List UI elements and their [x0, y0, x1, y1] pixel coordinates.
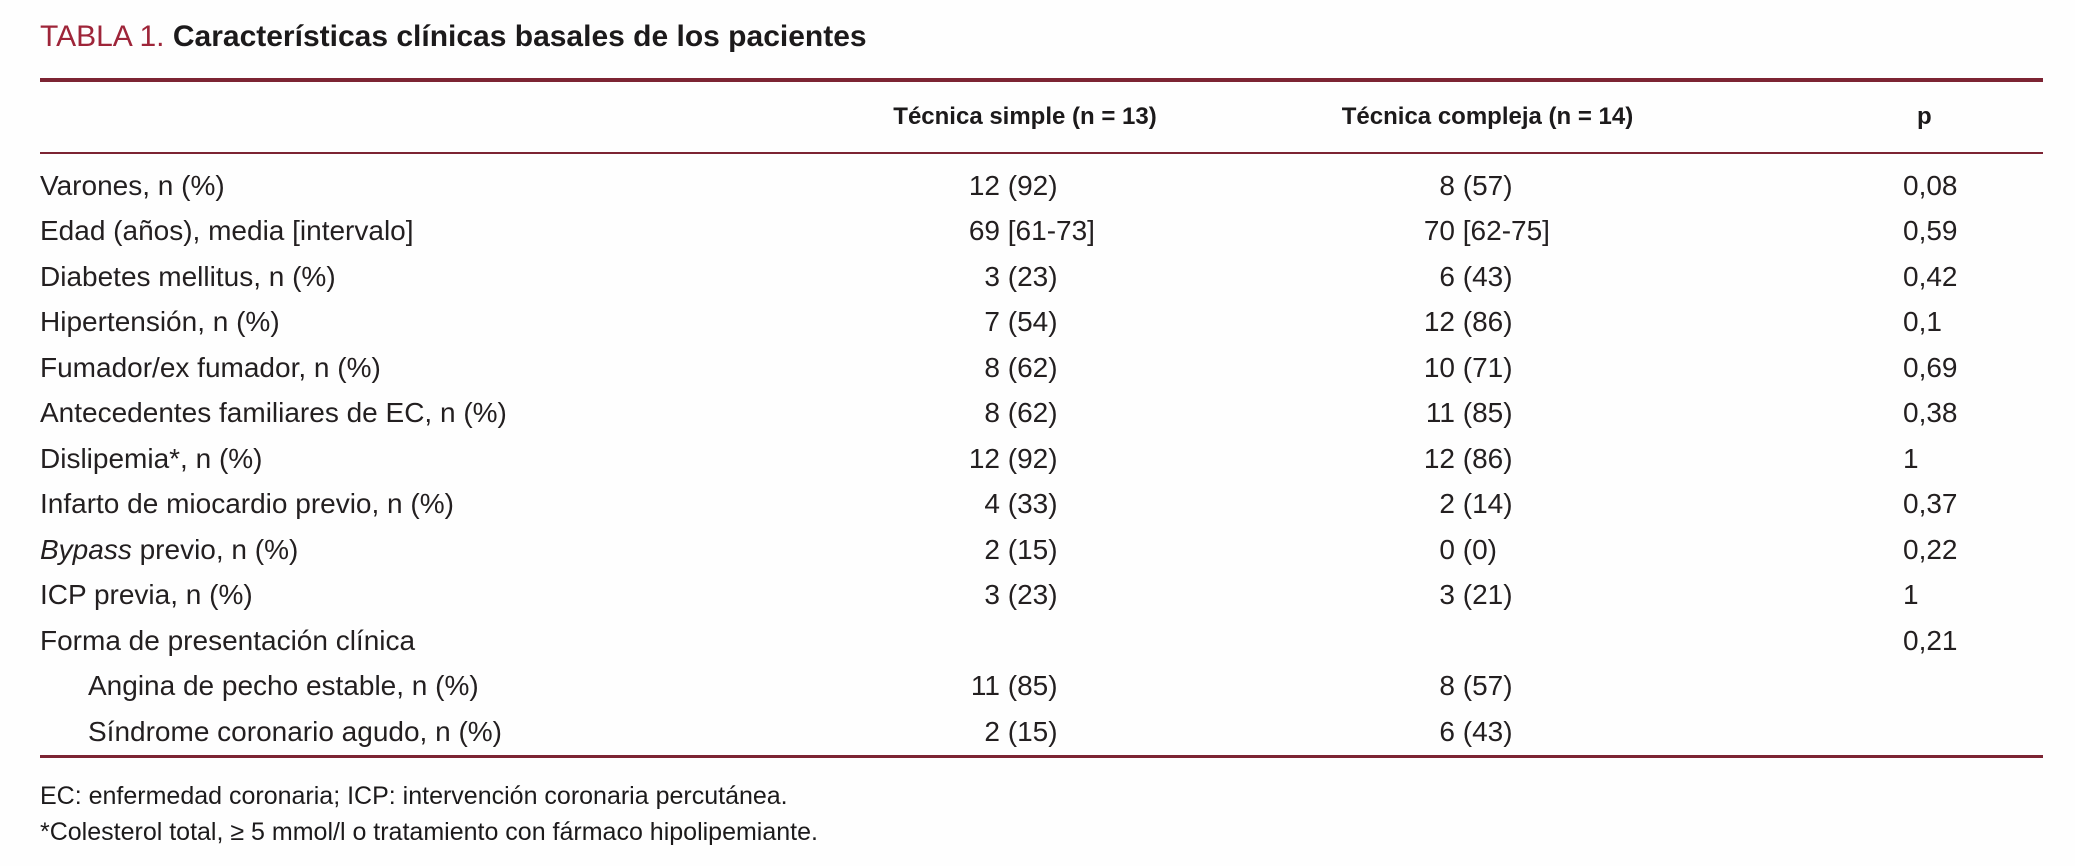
table-row: Dislipemia*, n (%) 12 (92) 12 (86) 1: [40, 436, 2043, 482]
table-title-text: Características clínicas basales de los …: [172, 20, 867, 53]
table-row: Síndrome coronario agudo, n (%) 2 (15) 6 (…: [40, 709, 2043, 756]
cell-tecnica-simple: 3 (23): [984, 260, 1058, 292]
table-header: Técnica simple (n = 13) Técnica compleja…: [40, 82, 2043, 154]
row-label: Varones, n (%): [40, 169, 225, 201]
cell-tecnica-compleja: 2 (14): [1439, 488, 1513, 520]
header-tecnica-simple: Técnica simple (n = 13): [820, 82, 1230, 154]
cell-tecnica-simple: 12 (92): [968, 169, 1058, 201]
cell-p-value: 0,08: [1903, 169, 1958, 201]
cell-tecnica-compleja: 10 (71): [1423, 351, 1513, 383]
cell-tecnica-simple: 11 (85): [970, 670, 1058, 702]
row-label-italic: Bypass: [40, 533, 132, 565]
cell-p-value: 0,21: [1903, 624, 1958, 656]
cell-tecnica-simple: 2 (15): [984, 533, 1058, 565]
cell-tecnica-simple: 2 (15): [984, 715, 1058, 747]
cell-tecnica-simple: 8 (62): [984, 351, 1058, 383]
table-row: Infarto de miocardio previo, n (%) 4 (33)…: [40, 482, 2043, 528]
cell-p-value: 0,1: [1903, 306, 1942, 338]
table-row: Forma de presentación clínica 0,21: [40, 618, 2043, 664]
table-row: Edad (años), media [intervalo] 69 [61-73]…: [40, 209, 2043, 255]
cell-tecnica-compleja: 12 (86): [1423, 306, 1513, 338]
cell-tecnica-simple: 7 (54): [984, 306, 1058, 338]
table-row: Hipertensión, n (%) 7 (54) 12 (86) 0,1: [40, 300, 2043, 346]
row-label: Hipertensión, n (%): [40, 306, 280, 338]
table-number-label: TABLA 1.: [40, 20, 165, 53]
cell-p-value: 1: [1903, 442, 1919, 474]
cell-p-value: [1745, 664, 2043, 710]
title-divider-rule: [40, 78, 2043, 82]
table-row: Diabetes mellitus, n (%) 3 (23) 6 (43) 0,42: [40, 254, 2043, 300]
footnote-abbreviations: EC: enfermedad coronaria; ICP: intervenc…: [40, 781, 788, 810]
cell-p-value: [1745, 709, 2043, 756]
cell-tecnica-compleja: 6 (43): [1439, 715, 1513, 747]
cell-p-value: 0,37: [1903, 488, 1958, 520]
cell-tecnica-simple: 69 [61-73]: [968, 215, 1095, 247]
header-row: Técnica simple (n = 13) Técnica compleja…: [40, 82, 2043, 154]
row-label: ICP previa, n (%): [40, 579, 253, 611]
row-label: Fumador/ex fumador, n (%): [40, 351, 381, 383]
cell-tecnica-compleja: 6 (43): [1439, 260, 1513, 292]
cell-tecnica-simple: 8 (62): [984, 397, 1058, 429]
cell-tecnica-simple: 12 (92): [968, 442, 1058, 474]
cell-tecnica-compleja: 3 (21): [1439, 579, 1513, 611]
table-row: Varones, n (%) 12 (92) 8 (57) 0,08: [40, 163, 2043, 209]
row-label: Síndrome coronario agudo, n (%): [88, 715, 502, 747]
cell-tecnica-simple: 3 (23): [984, 579, 1058, 611]
clinical-characteristics-table: Técnica simple (n = 13) Técnica compleja…: [40, 82, 2043, 758]
table-row: Antecedentes familiares de EC, n (%) 8 (6…: [40, 391, 2043, 437]
row-label: Angina de pecho estable, n (%): [88, 670, 479, 702]
cell-tecnica-compleja: 70 [62-75]: [1423, 215, 1550, 247]
cell-tecnica-compleja: 8 (57): [1439, 670, 1513, 702]
table-row: Angina de pecho estable, n (%) 11 (85) 8 (…: [40, 664, 2043, 710]
row-label: Antecedentes familiares de EC, n (%): [40, 397, 507, 429]
header-empty: [40, 82, 820, 154]
cell-p-value: 0,69: [1903, 351, 1958, 383]
footnote-asterisk: *Colesterol total, ≥ 5 mmol/l o tratamie…: [40, 817, 818, 846]
cell-tecnica-compleja: 8 (57): [1439, 169, 1513, 201]
row-label: Edad (años), media [intervalo]: [40, 215, 414, 247]
header-p-value: p: [1745, 82, 2043, 154]
header-tecnica-compleja: Técnica compleja (n = 14): [1230, 82, 1745, 154]
footnotes: EC: enfermedad coronaria; ICP: intervenc…: [40, 778, 2043, 850]
cell-p-value: 0,59: [1903, 215, 1958, 247]
cell-tecnica-compleja: 12 (86): [1423, 442, 1513, 474]
cell-tecnica-compleja: 11 (85): [1425, 397, 1513, 429]
table-row: ICP previa, n (%) 3 (23) 3 (21) 1: [40, 573, 2043, 619]
cell-tecnica-simple: 4 (33): [984, 488, 1058, 520]
cell-p-value: 0,42: [1903, 260, 1958, 292]
cell-tecnica-compleja: 0 (0): [1439, 533, 1497, 565]
cell-p-value: 0,22: [1903, 533, 1958, 565]
row-label: Forma de presentación clínica: [40, 624, 416, 656]
table-title: TABLA 1. Características clínicas basale…: [40, 18, 2043, 56]
row-label: Infarto de miocardio previo, n (%): [40, 488, 454, 520]
table-body: Varones, n (%) 12 (92) 8 (57) 0,08 Edad (año…: [40, 153, 2043, 756]
table-row: Fumador/ex fumador, n (%) 8 (62) 10 (71) 0,…: [40, 345, 2043, 391]
cell-p-value: 1: [1903, 579, 1919, 611]
row-label: Diabetes mellitus, n (%): [40, 260, 336, 292]
cell-tecnica-simple: [820, 618, 1230, 664]
cell-tecnica-compleja: [1230, 618, 1745, 664]
table-row: Bypass previo, n (%) 2 (15) 0 (0) 0,22: [40, 527, 2043, 573]
row-label: Dislipemia*, n (%): [40, 442, 263, 474]
row-label: Bypass previo, n (%): [40, 533, 299, 565]
cell-p-value: 0,38: [1903, 397, 1958, 429]
